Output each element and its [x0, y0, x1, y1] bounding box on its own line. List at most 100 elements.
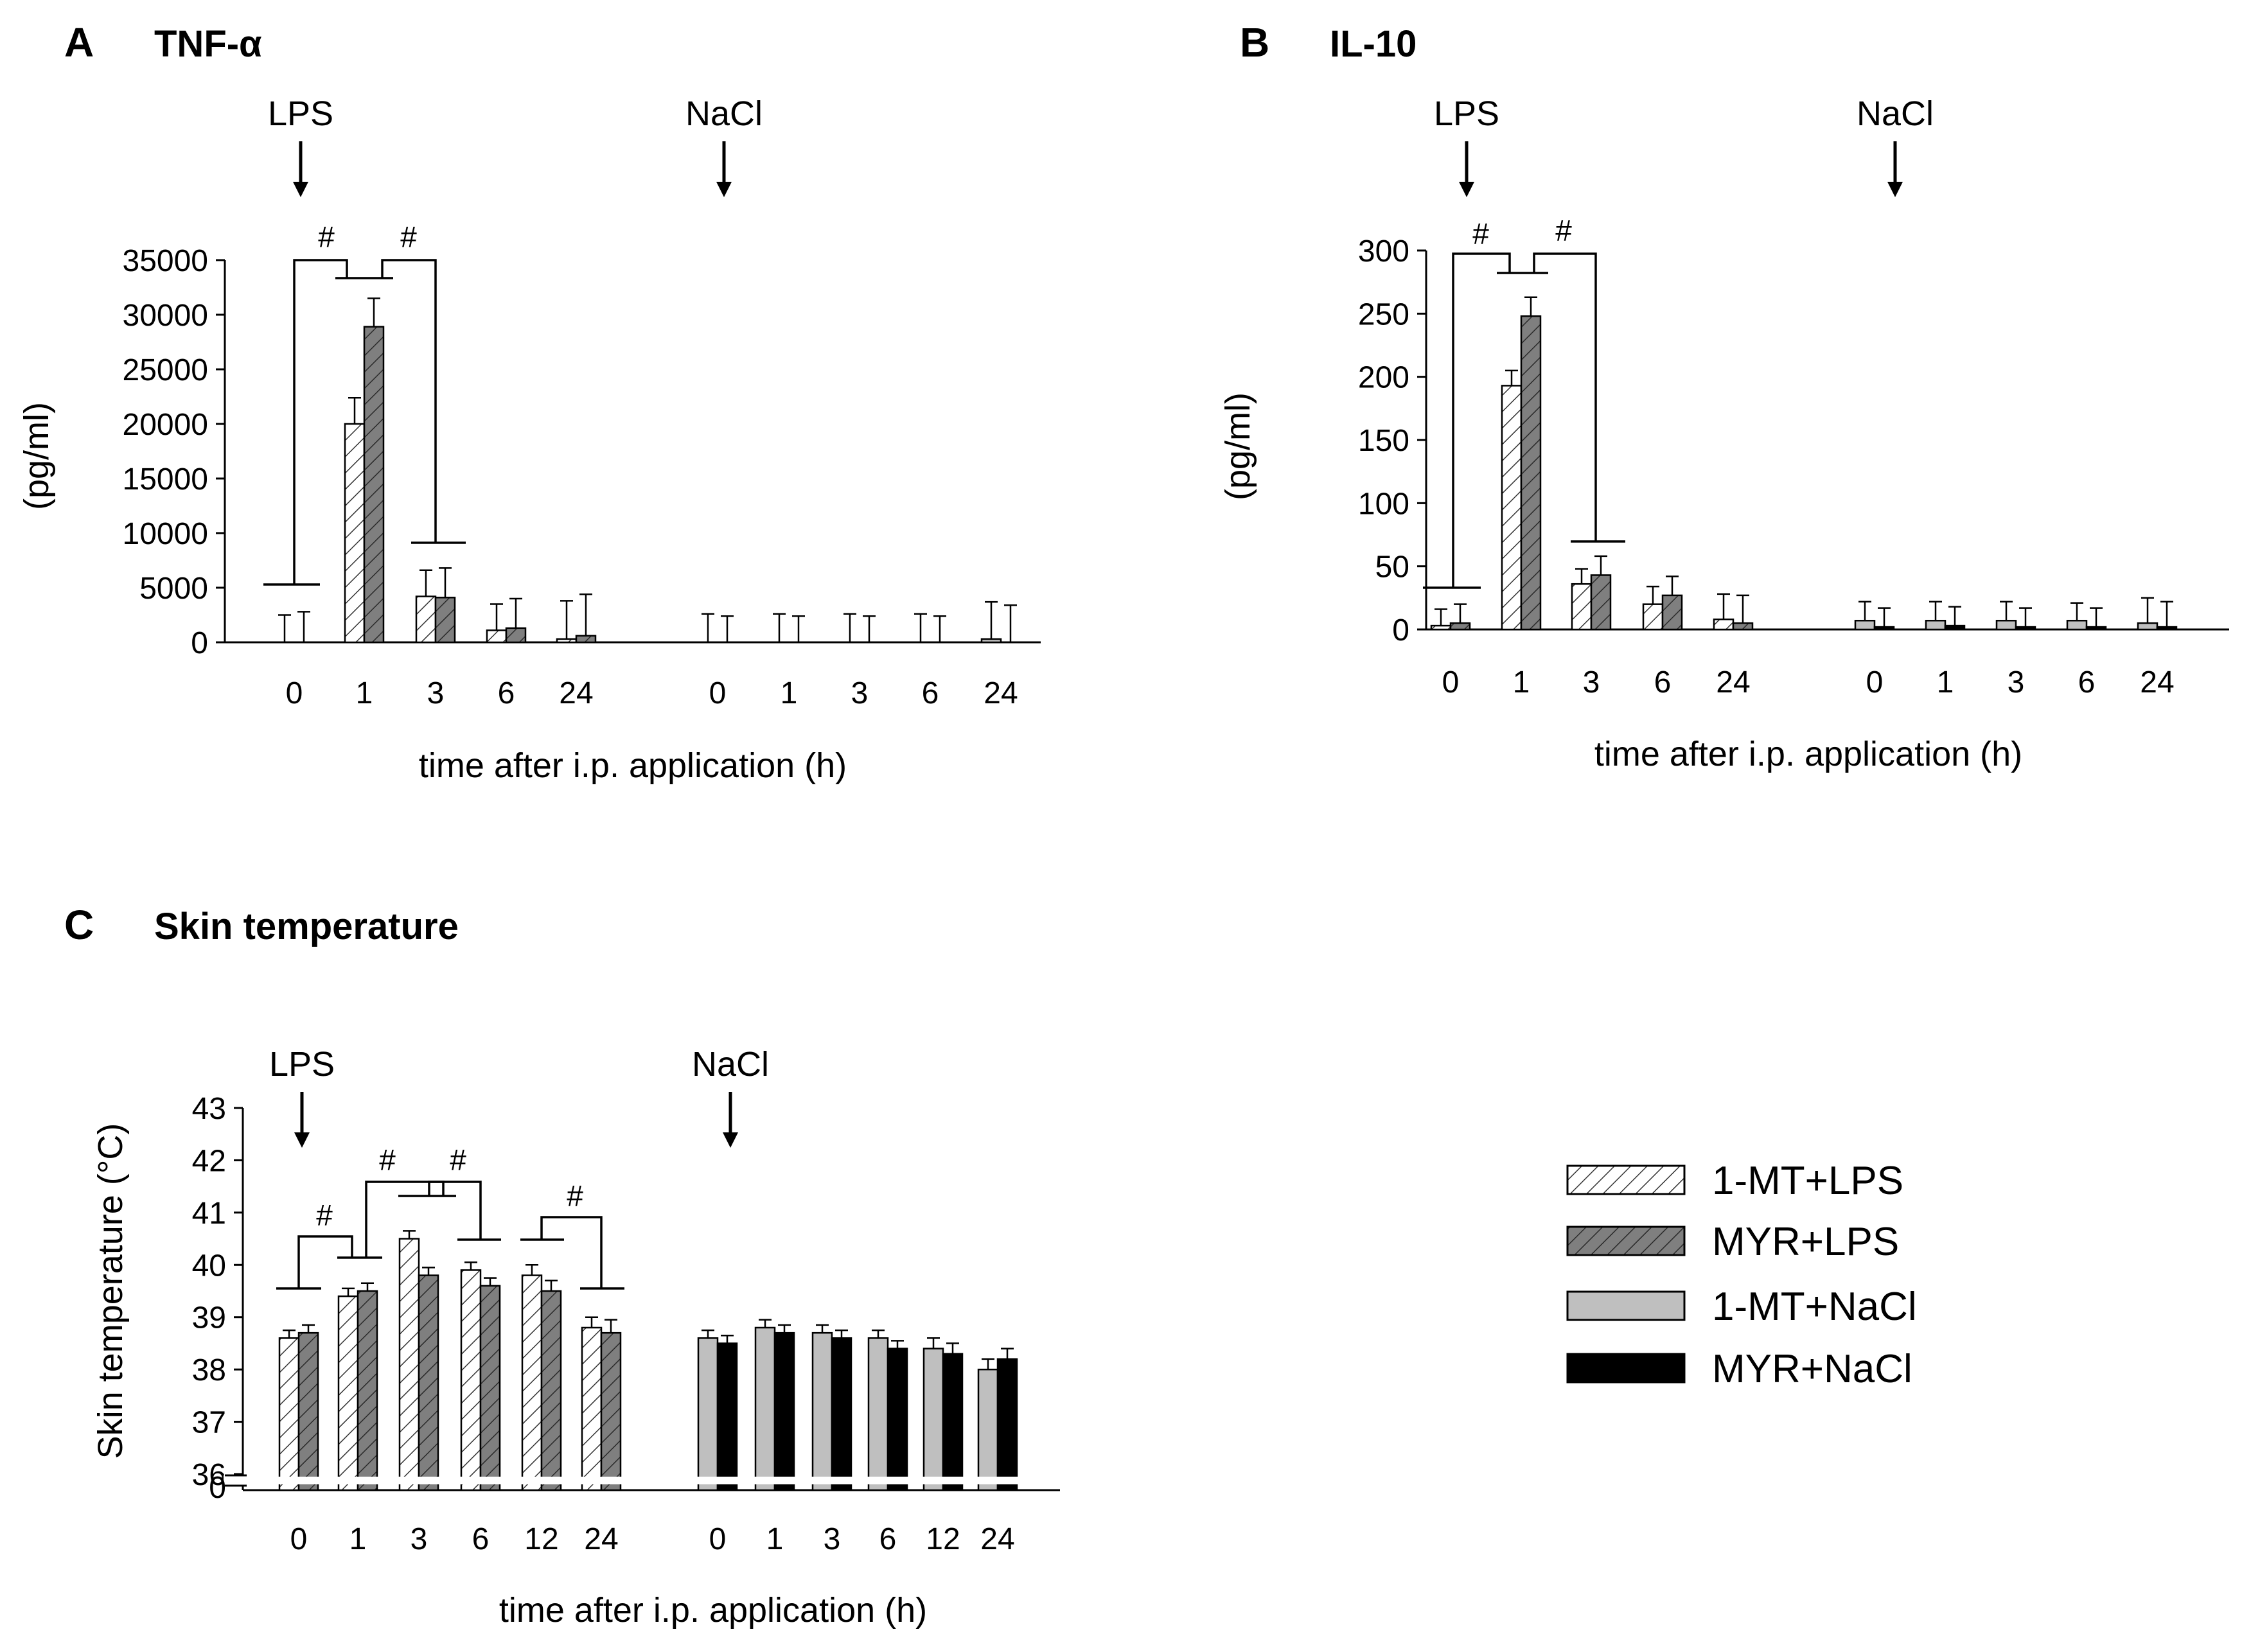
bar-break — [398, 1477, 439, 1484]
bar — [556, 638, 578, 644]
y-tick-label: 150 — [1358, 424, 1409, 458]
significance-mark: # — [567, 1179, 583, 1213]
legend-swatch — [1566, 1164, 1686, 1195]
significance-mark: # — [1555, 214, 1572, 247]
significance-mark: # — [1472, 217, 1489, 250]
nacl-marker-label: NaCl — [1857, 94, 1934, 133]
x-tick-label: 12 — [926, 1522, 960, 1556]
y-tick-label: 0 — [191, 626, 208, 660]
bar — [977, 1368, 999, 1491]
x-axis-label: time after i.p. application (h) — [499, 1591, 927, 1630]
significance-mark: # — [318, 220, 335, 254]
bar — [398, 1238, 420, 1491]
significance-bracket — [428, 1181, 482, 1240]
bar — [1571, 583, 1593, 631]
bar — [418, 1274, 439, 1491]
bar — [1661, 594, 1683, 631]
bar-break — [460, 1477, 501, 1484]
bar — [278, 1337, 300, 1491]
x-tick-label: 3 — [824, 1522, 841, 1556]
x-tick-label: 3 — [851, 676, 869, 710]
significance-mark: # — [400, 220, 417, 254]
bar — [460, 1269, 482, 1491]
bar — [540, 1290, 562, 1491]
x-axis-label: time after i.p. application (h) — [419, 746, 847, 785]
bar — [2066, 619, 2088, 631]
significance-mark: # — [316, 1199, 333, 1232]
y-tick-label: 10000 — [123, 517, 208, 551]
y-tick-label: 0 — [1392, 613, 1409, 647]
panel-a-letter: A — [64, 19, 94, 66]
x-tick-label: 3 — [2008, 665, 2025, 699]
bar — [2156, 626, 2178, 631]
x-tick-label: 1 — [349, 1522, 367, 1556]
x-tick-label: 6 — [922, 676, 939, 710]
bar-break — [697, 1477, 738, 1484]
bar — [831, 1337, 852, 1491]
bar — [887, 1348, 908, 1491]
bar-break — [977, 1477, 1018, 1484]
y-tick-label: 43 — [192, 1092, 226, 1126]
nacl-marker-label: NaCl — [692, 1045, 769, 1084]
y-tick-label: 40 — [192, 1249, 226, 1283]
bar-break — [811, 1477, 852, 1484]
x-tick-label: 0 — [709, 1522, 727, 1556]
x-tick-label: 6 — [498, 676, 515, 710]
y-tick-label-zero: 0 — [209, 1471, 226, 1505]
x-tick-label: 0 — [1442, 665, 1460, 699]
bar — [297, 1331, 319, 1491]
significance-bracket — [540, 1216, 603, 1288]
legend-label: MYR+NaCl — [1712, 1347, 1912, 1391]
bar — [1590, 574, 1612, 631]
bar — [1430, 624, 1452, 631]
x-tick-label: 12 — [524, 1522, 558, 1556]
x-tick-label: 0 — [286, 676, 303, 710]
significance-bracket — [297, 1235, 353, 1288]
x-tick-label: 1 — [1937, 665, 1954, 699]
panel-b-letter: B — [1240, 19, 1269, 66]
y-tick-label: 300 — [1358, 234, 1409, 268]
panel-c-title: Skin temperature — [154, 906, 459, 947]
x-tick-label: 6 — [2078, 665, 2096, 699]
marker-arrow-head — [294, 1132, 310, 1148]
x-axis-label: time after i.p. application (h) — [1594, 735, 2022, 773]
y-tick-label: 15000 — [123, 462, 208, 496]
bar — [697, 1337, 719, 1491]
x-tick-label: 24 — [584, 1522, 618, 1556]
legend-label: MYR+LPS — [1712, 1220, 1899, 1264]
bar — [434, 597, 456, 644]
legend-swatch — [1566, 1290, 1686, 1321]
legend-swatch — [1566, 1226, 1686, 1256]
x-tick-label: 24 — [1716, 665, 1750, 699]
bar — [811, 1331, 833, 1491]
bar — [1501, 385, 1523, 631]
bar — [773, 1331, 795, 1491]
bar — [600, 1331, 622, 1491]
legend-label: 1-MT+NaCl — [1712, 1285, 1917, 1329]
panel-a-title: TNF-α — [154, 23, 262, 65]
bar — [363, 326, 385, 644]
y-axis-label: Skin temperature (°C) — [91, 1123, 130, 1459]
y-tick-label: 41 — [192, 1197, 226, 1231]
marker-arrow-head — [716, 182, 732, 197]
x-tick-label: 3 — [427, 676, 445, 710]
y-tick-label: 200 — [1358, 361, 1409, 395]
y-tick-label: 50 — [1375, 550, 1409, 584]
y-tick-label: 36 — [192, 1458, 226, 1492]
bar-break — [337, 1477, 378, 1484]
lps-marker-label: LPS — [268, 94, 333, 133]
bar — [754, 1326, 776, 1491]
x-tick-label: 24 — [2140, 665, 2174, 699]
y-tick-label: 5000 — [139, 572, 208, 606]
x-tick-label: 24 — [980, 1522, 1014, 1556]
x-tick-label: 24 — [559, 676, 593, 710]
chart-panel-b: 0 50 100 150 200 250 300 0 1 3 6 24 0 1 3 6 24 time after… — [1219, 94, 2229, 773]
bar — [1944, 624, 1966, 631]
bar-break — [867, 1477, 908, 1484]
significance-mark: # — [450, 1143, 466, 1177]
bar — [2085, 626, 2107, 631]
y-tick-label: 37 — [192, 1406, 226, 1440]
y-tick-label: 25000 — [123, 353, 208, 387]
x-tick-label: 6 — [472, 1522, 490, 1556]
bar-break — [581, 1477, 622, 1484]
